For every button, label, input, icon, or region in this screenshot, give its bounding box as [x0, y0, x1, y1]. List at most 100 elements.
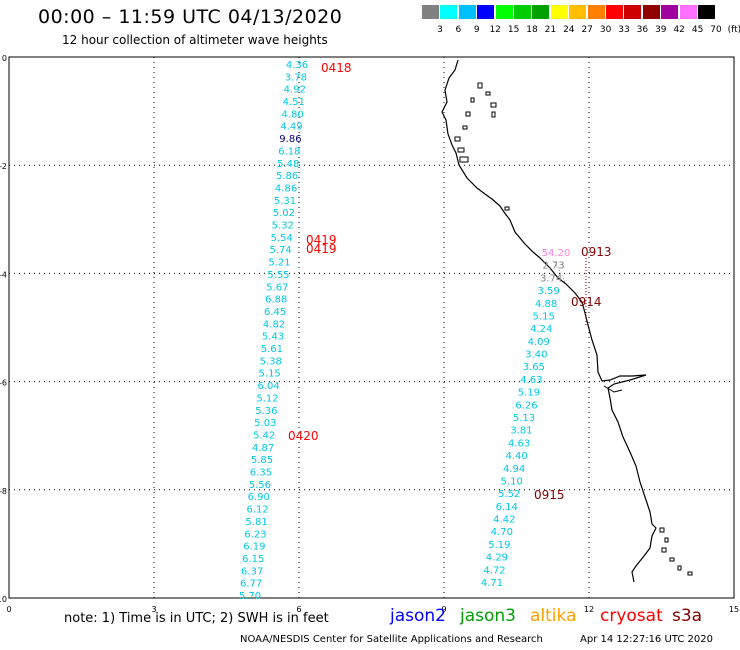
track-line-gray — [554, 261, 566, 283]
wave-height-value: 4.63 — [520, 375, 542, 386]
pass-time-label: 0419 — [306, 242, 337, 256]
wave-height-value: 5.54 — [271, 233, 293, 244]
wave-height-value: 5.81 — [245, 517, 267, 528]
wave-height-value: 9.86 — [279, 134, 301, 145]
wave-height-value: 4.63 — [508, 438, 530, 449]
islands — [454, 82, 693, 576]
legend-label: 12 — [489, 25, 501, 35]
legend-label: 3 — [437, 25, 443, 35]
legend-swatch — [661, 5, 679, 19]
wave-height-value: 4.72 — [483, 565, 505, 576]
legend-label: 45 — [691, 25, 704, 35]
wave-height-value: 6.15 — [242, 554, 264, 565]
wave-height-value: 6.23 — [244, 529, 266, 540]
wave-height-value: 4.70 — [491, 527, 513, 538]
wave-height-value: 5.31 — [274, 196, 296, 207]
wave-height-value: 6.90 — [248, 492, 270, 503]
legend-label: 21 — [544, 25, 557, 35]
legend-swatch — [550, 5, 568, 19]
wave-height-value: 4.29 — [486, 553, 508, 564]
map-subtitle: 12 hour collection of altimeter wave hei… — [62, 33, 328, 47]
satellite-jason3: jason3 — [460, 606, 516, 626]
pass-time-label: 0915 — [534, 488, 565, 502]
grid-lines — [9, 57, 734, 598]
wave-height-value: 6.19 — [243, 542, 265, 553]
legend-swatch — [698, 5, 715, 19]
legend-label: 18 — [526, 25, 538, 35]
wave-height-value: 5.15 — [533, 311, 555, 322]
credit-org: NOAA/NESDIS Center for Satellite Applica… — [240, 634, 543, 645]
altimeter-track-east: 54.20 2.733.74 3.59 4.885.15 4.24 4.09 3.403.6… — [481, 248, 570, 589]
wave-height-value: 5.85 — [251, 455, 273, 466]
pass-time-label: 0914 — [571, 295, 602, 309]
wave-height-value: 5.42 — [253, 430, 275, 441]
wave-height-value: 5.19 — [518, 388, 540, 399]
wave-height-value: 5.32 — [272, 221, 294, 232]
y-tick-label: -8 — [0, 487, 7, 496]
map-title: 00:00 – 11:59 UTC 04/13/2020 — [38, 6, 343, 28]
x-tick-label: 12 — [584, 605, 594, 614]
legend-label: 6 — [455, 25, 462, 35]
legend-swatch — [587, 5, 605, 19]
wave-height-value: 4.24 — [530, 324, 552, 335]
y-tick-label: -2 — [0, 162, 7, 171]
wave-height-value: 6.04 — [257, 381, 279, 392]
y-tick-label: -4 — [0, 270, 7, 279]
y-tick-label: 0 — [2, 54, 7, 63]
wave-height-value: 5.86 — [276, 171, 298, 182]
legend-swatch — [495, 5, 513, 19]
pass-time-label: 0913 — [581, 245, 612, 259]
wave-height-value: 5.48 — [277, 159, 299, 170]
satellite-altika: altika — [530, 606, 577, 626]
axis-ticks: 0 3 6 9 12 15 0 -2 -4 -6 -8 -10 — [0, 54, 739, 614]
wave-height-value: 4.71 — [481, 578, 503, 589]
wave-height-value: 4.88 — [535, 299, 557, 310]
wave-height-value: 6.77 — [240, 579, 262, 590]
coastline-bay — [603, 385, 623, 393]
x-tick-label: 9 — [441, 605, 446, 614]
wave-height-value: 2.73 — [542, 261, 564, 272]
satellite-cryosat: cryosat — [600, 606, 663, 626]
wave-height-value: 5.52 — [498, 489, 520, 500]
legend-label: 9 — [473, 25, 480, 35]
legend-label: 39 — [655, 25, 667, 35]
legend-label: 15 — [507, 25, 520, 35]
legend-swatch — [679, 5, 697, 19]
legend-swatch — [606, 5, 623, 19]
wave-height-value: 3.40 — [525, 350, 547, 361]
pass-time-label: 0418 — [321, 61, 352, 75]
wave-height-value: 5.13 — [513, 413, 535, 424]
wave-height-value: 3.59 — [537, 286, 559, 297]
wave-height-value: 3.78 — [285, 72, 307, 83]
wave-height-value: 5.15 — [259, 369, 281, 380]
map-frame — [8, 56, 735, 599]
wave-height-value: 4.92 — [284, 85, 306, 96]
legend-swatch — [642, 5, 660, 19]
y-tick-label: -10 — [0, 595, 7, 604]
wave-height-value: 5.19 — [488, 540, 510, 551]
legend-label: 36 — [636, 25, 649, 35]
wave-height-value: 5.74 — [269, 245, 291, 256]
legend-swatch — [624, 5, 642, 19]
credit-timestamp: Apr 14 12:27:16 UTC 2020 — [580, 634, 713, 645]
legend-swatch — [458, 5, 476, 19]
wave-height-value: 5.36 — [255, 406, 277, 417]
wave-height-value: 4.09 — [528, 337, 550, 348]
wave-height-value: 5.43 — [262, 332, 284, 343]
legend-label: 33 — [618, 25, 630, 35]
pass-time-label: 0420 — [288, 429, 319, 443]
wave-height-value: 5.56 — [249, 480, 271, 491]
wave-height-value: 3.81 — [510, 426, 532, 437]
wave-height-value: 3.65 — [523, 362, 545, 373]
wave-height-value: 6.14 — [496, 502, 518, 513]
wave-height-value: 5.67 — [266, 282, 288, 293]
wave-height-value: 3.74 — [540, 273, 562, 284]
satellite-jason2: jason2 — [390, 606, 446, 626]
wave-height-value: 4.49 — [280, 122, 302, 133]
wave-height-value: 5.38 — [260, 356, 282, 367]
y-tick-label: -6 — [0, 379, 7, 388]
legend-label: 30 — [599, 25, 612, 35]
legend-label: 27 — [581, 25, 593, 35]
wave-height-value: 4.87 — [252, 443, 274, 454]
